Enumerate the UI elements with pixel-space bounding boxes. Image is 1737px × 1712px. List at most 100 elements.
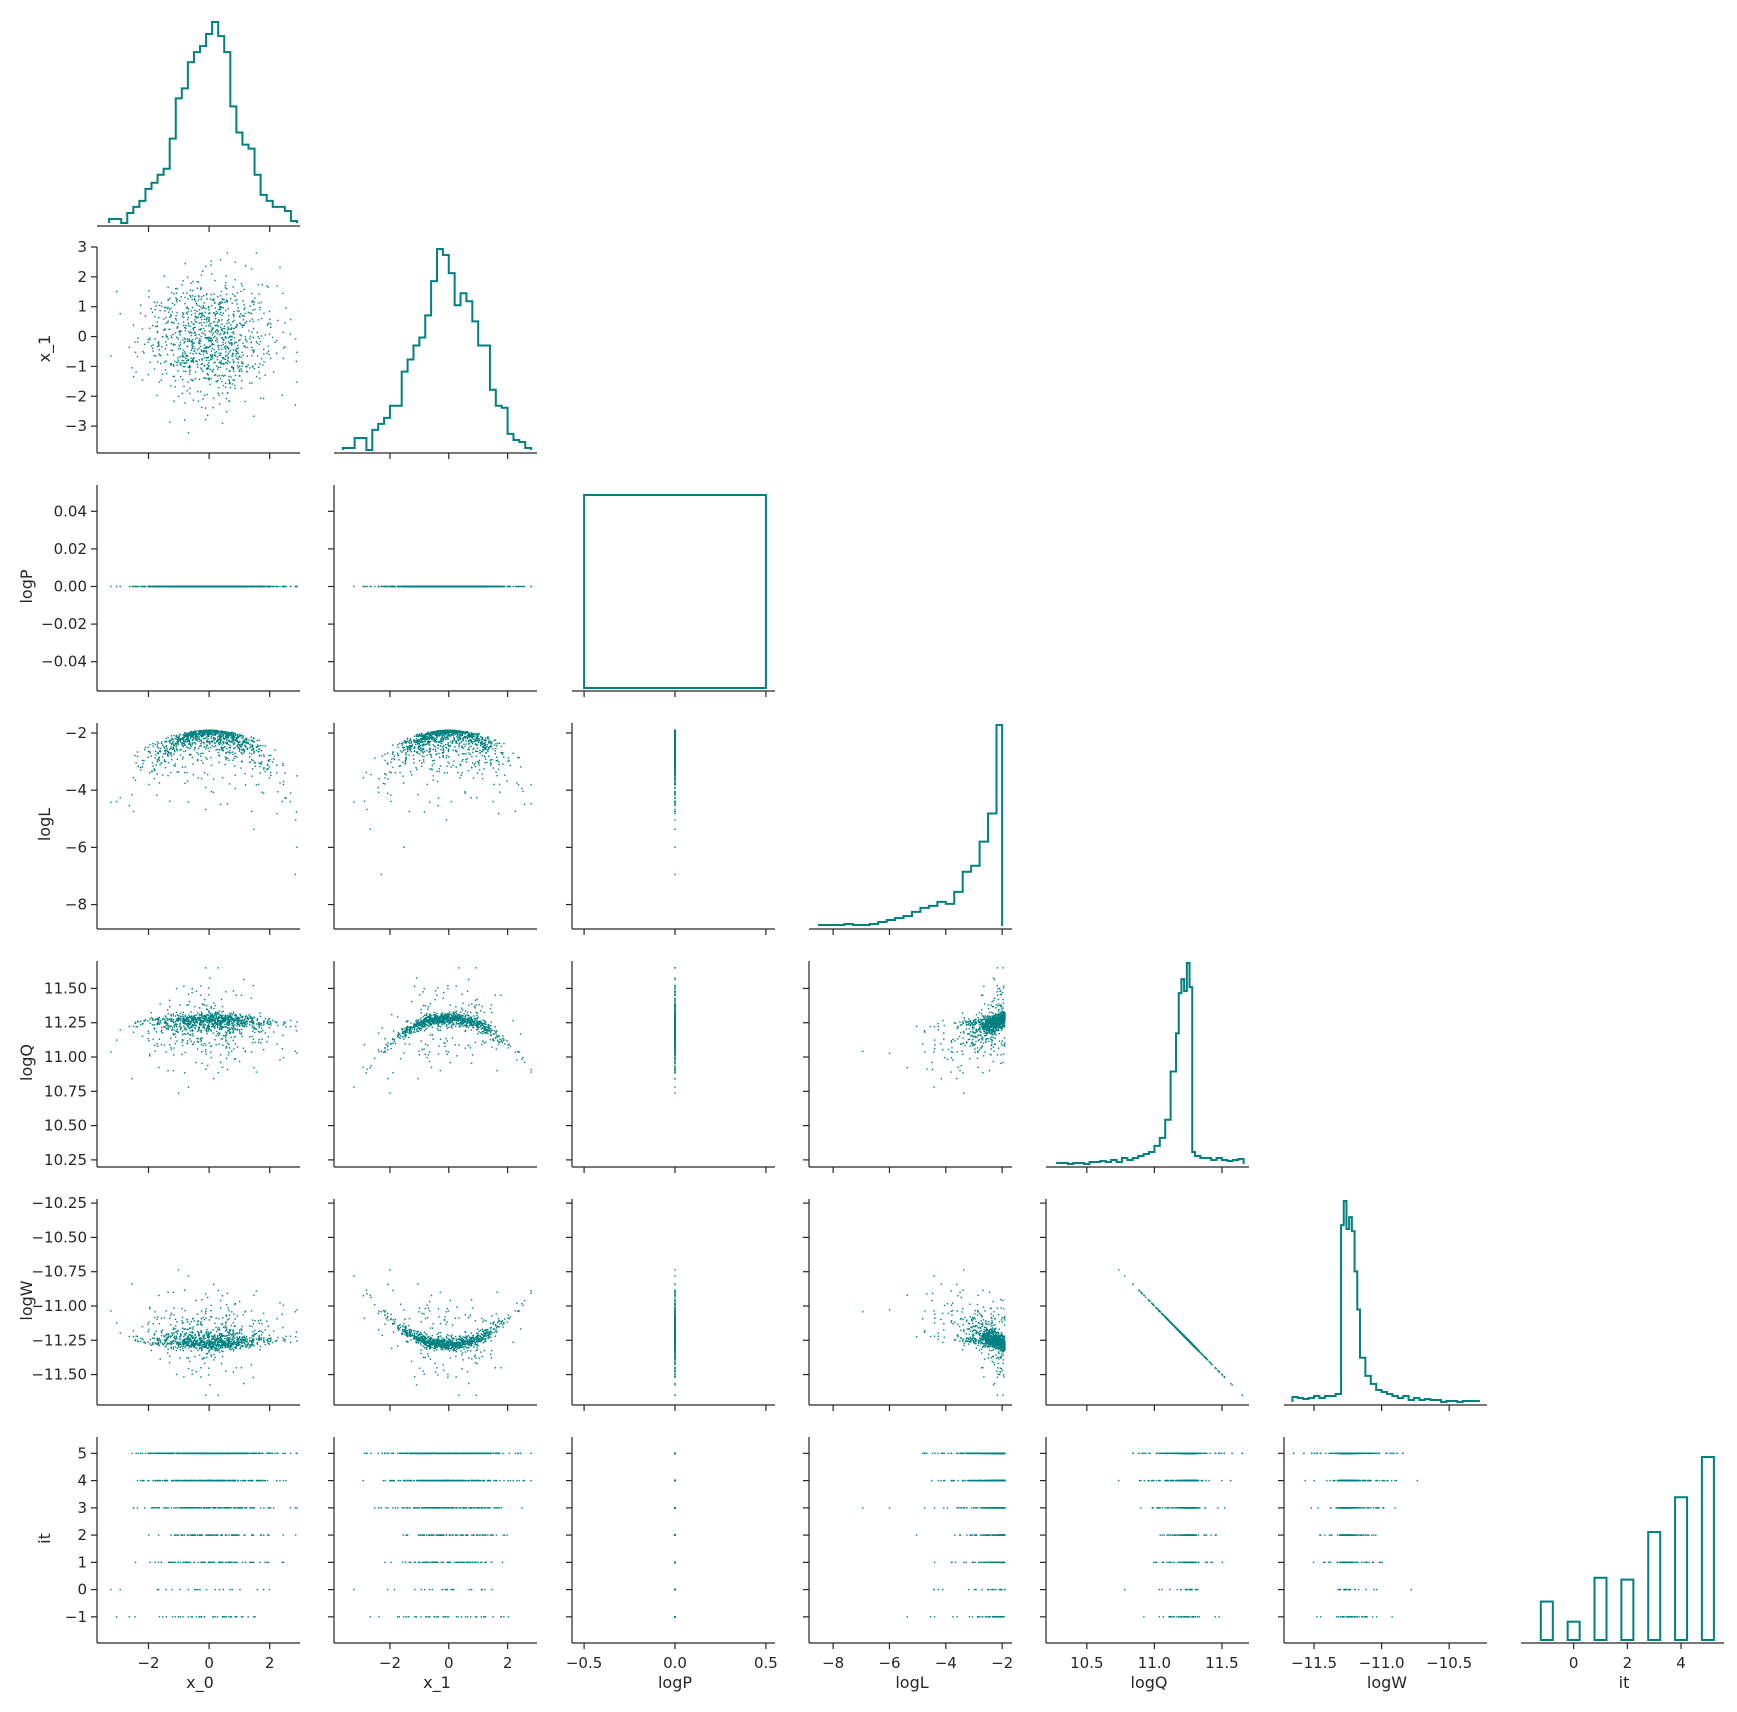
scatter-point	[162, 374, 163, 375]
scatter-point	[167, 755, 168, 756]
scatter-point	[222, 337, 223, 338]
scatter-point	[253, 829, 254, 830]
scatter-point	[165, 360, 166, 361]
scatter-point	[213, 332, 214, 333]
scatter-point	[254, 751, 255, 752]
scatter-point	[171, 337, 172, 338]
scatter-point	[232, 760, 233, 761]
scatter-point	[251, 744, 252, 745]
scatter-point	[183, 342, 184, 343]
scatter-point	[201, 407, 202, 408]
scatter-point	[218, 349, 219, 350]
scatter-point	[194, 313, 195, 314]
scatter-point	[234, 758, 235, 759]
scatter-point	[200, 353, 201, 354]
scatter-point	[417, 794, 418, 795]
scatter-point	[156, 794, 157, 795]
scatter-point	[263, 586, 264, 587]
scatter-point	[175, 318, 176, 319]
scatter-point	[148, 784, 149, 785]
scatter-point	[198, 316, 199, 317]
scatter-point	[236, 350, 237, 351]
scatter-point	[208, 320, 209, 321]
scatter-point	[264, 771, 265, 772]
scatter-point	[175, 332, 176, 333]
scatter-point	[244, 739, 245, 740]
scatter-point	[134, 341, 135, 342]
panel-logP-vs-logP	[572, 495, 775, 697]
scatter-point	[149, 339, 150, 340]
y-axis-label-x_1: x_1	[35, 335, 55, 363]
scatter-point	[242, 748, 243, 749]
scatter-point	[223, 331, 224, 332]
scatter-point	[203, 295, 204, 296]
scatter-point	[493, 767, 494, 768]
scatter-point	[203, 354, 204, 355]
scatter-point	[237, 359, 238, 360]
y-tick-label: −0.02	[41, 615, 87, 633]
scatter-point	[173, 754, 174, 755]
scatter-point	[257, 740, 258, 741]
scatter-point	[259, 766, 260, 767]
scatter-point	[209, 331, 210, 332]
scatter-point	[516, 782, 517, 783]
scatter-point	[252, 309, 253, 310]
scatter-point	[163, 330, 164, 331]
panel-logL-vs-x_0: −8−6−4−2logL	[35, 723, 300, 935]
scatter-point	[443, 740, 444, 741]
scatter-point	[233, 331, 234, 332]
scatter-point	[188, 331, 189, 332]
scatter-point	[205, 378, 206, 379]
scatter-point	[164, 276, 165, 277]
scatter-point	[219, 306, 220, 307]
scatter-point	[135, 586, 136, 587]
scatter-point	[201, 369, 202, 370]
scatter-point	[218, 367, 219, 368]
scatter-point	[456, 766, 457, 767]
scatter-point	[218, 309, 219, 310]
scatter-point	[220, 309, 221, 310]
scatter-point	[256, 784, 257, 785]
scatter-point	[211, 273, 212, 274]
scatter-point	[153, 344, 154, 345]
scatter-point	[257, 586, 258, 587]
scatter-point	[204, 738, 205, 739]
scatter-point	[422, 751, 423, 752]
scatter-point	[183, 321, 184, 322]
scatter-point	[213, 337, 214, 338]
scatter-point	[211, 378, 212, 379]
scatter-point	[212, 354, 213, 355]
scatter-point	[416, 740, 417, 741]
scatter-point	[143, 352, 144, 353]
scatter-point	[241, 285, 242, 286]
y-tick-label: −4	[65, 781, 87, 799]
scatter-point	[187, 586, 188, 587]
scatter-point	[259, 772, 260, 773]
scatter-point	[226, 757, 227, 758]
scatter-point	[198, 754, 199, 755]
scatter-point	[495, 748, 496, 749]
scatter-point	[200, 367, 201, 368]
scatter-point	[217, 324, 218, 325]
scatter-point	[269, 777, 270, 778]
scatter-point	[179, 363, 180, 364]
scatter-point	[267, 764, 268, 765]
scatter-point	[392, 753, 393, 754]
scatter-point	[211, 738, 212, 739]
scatter-point	[212, 371, 213, 372]
scatter-point	[268, 755, 269, 756]
scatter-point	[474, 739, 475, 740]
scatter-point	[178, 348, 179, 349]
scatter-point	[488, 742, 489, 743]
scatter-point	[214, 313, 215, 314]
scatter-point	[174, 361, 175, 362]
scatter-point	[233, 316, 234, 317]
scatter-point	[110, 355, 111, 356]
scatter-point	[167, 748, 168, 749]
scatter-point	[370, 829, 371, 830]
scatter-point	[233, 349, 234, 350]
scatter-point	[510, 586, 511, 587]
scatter-point	[208, 741, 209, 742]
scatter-point	[232, 353, 233, 354]
scatter-point	[244, 307, 245, 308]
